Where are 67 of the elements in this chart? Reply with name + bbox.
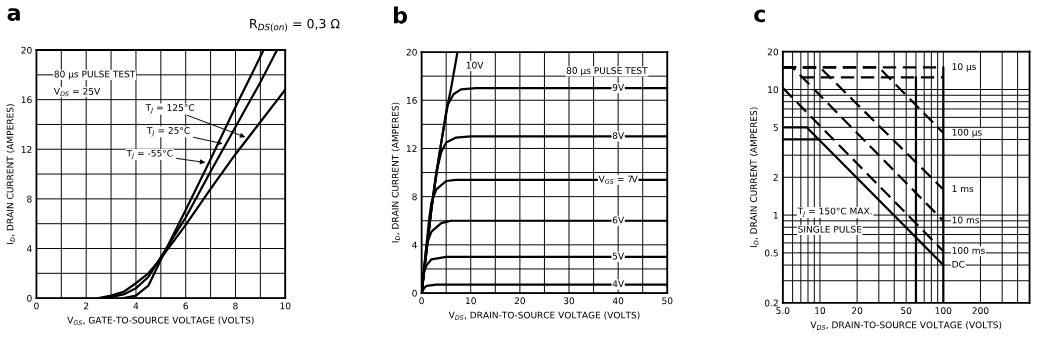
text: R$_{DS(on)}$ = 0,3 Ω <box>250 18 340 32</box>
series-label: V$_{GS}$ = 7V <box>598 175 638 184</box>
x-tick-label: 10 <box>465 297 476 305</box>
chart-title: a <box>7 8 20 21</box>
y-tick-label: 5 <box>773 124 778 131</box>
series-label: 8V <box>612 132 625 140</box>
x-tick-label: 40 <box>612 297 624 305</box>
series-label: 10 µs <box>952 63 977 72</box>
series-label: 1 ms <box>952 185 974 193</box>
x-axis-title: V$_{DS}$, DRAIN-TO-SOURCE VOLTAGE (VOLTS) <box>810 321 1002 330</box>
x-tick-label: 30 <box>563 297 575 305</box>
y-tick-label: 1 <box>773 211 778 219</box>
x-tick-label: 50 <box>901 307 912 314</box>
y-tick-label: 10 <box>768 86 779 94</box>
x-tick-label: 100 <box>935 307 952 314</box>
y-tick-label: 0.2 <box>764 299 778 307</box>
annotation: 80 µs PULSE TEST <box>566 67 648 76</box>
series-label: 100 ms <box>952 247 985 254</box>
y-tick-label: 16 <box>21 96 32 104</box>
y-tick-label: 2 <box>773 174 778 181</box>
series-label: 9V <box>612 83 625 91</box>
y-tick-label: 4 <box>26 245 32 252</box>
y-tick-label: 4 <box>412 241 417 249</box>
y-tick-label: 12 <box>21 145 32 153</box>
y-tick-label: 0 <box>412 289 417 297</box>
annotation: T$_{J}$ = -55°C <box>126 149 173 160</box>
annotation: V$_{DS}$ = 25V <box>53 87 101 97</box>
x-tick-label: 0 <box>419 297 424 305</box>
x-tick-label: 10 <box>815 307 826 314</box>
annotation: T$_{J}$ = 150°C MAX. <box>797 207 872 218</box>
x-tick-label: 200 <box>972 307 989 314</box>
x-tick-label: 4 <box>133 302 139 310</box>
x-axis-title: V$_{GS}$, GATE-TO-SOURCE VOLTAGE (VOLTS) <box>67 316 254 325</box>
x-tick-label: 20 <box>852 307 863 314</box>
y-axis-title: I$_{D}$, DRAIN CURRENT (AMPERES) <box>391 102 400 243</box>
y-tick-label: 20 <box>21 46 32 54</box>
annotation: 80 µs PULSE TEST <box>54 70 136 80</box>
series-label: 4V <box>612 280 625 288</box>
x-tick-label: 20 <box>514 297 526 305</box>
y-axis-title: I$_{D}$, DRAIN CURRENT (AMPERES) <box>6 104 15 244</box>
y-tick-label: 16 <box>406 96 417 104</box>
y-tick-label: 20 <box>767 48 779 56</box>
x-tick-label: 10 <box>280 302 291 310</box>
annotation: T$_{J}$ = 25°C <box>146 127 190 137</box>
x-tick-label: 6 <box>183 302 189 310</box>
series-label: 10 ms <box>952 216 980 224</box>
y-tick-label: 0.5 <box>764 249 778 257</box>
x-tick-label: 2 <box>83 302 89 310</box>
x-tick-label: 0 <box>34 302 39 310</box>
x-tick-label: 8 <box>233 302 238 310</box>
annotation: SINGLE PULSE <box>798 225 862 233</box>
y-tick-label: 8 <box>27 195 32 203</box>
y-tick-label: 12 <box>406 145 417 152</box>
series-label: 6V <box>612 216 625 224</box>
x-axis-title: V$_{DS}$, DRAIN-TO-SOURCE VOLTAGE (VOLTS) <box>448 311 640 320</box>
y-tick-label: 20 <box>406 48 417 56</box>
x-tick-label: 5.0 <box>776 307 790 314</box>
y-axis-title: I$_{D}$, DRAIN CURRENT (AMPERES) <box>750 107 759 248</box>
annotation: T$_{J}$ = 125°C <box>145 104 195 114</box>
series-label: 10V <box>466 61 484 69</box>
x-tick-label: 50 <box>662 297 673 305</box>
series-label: DC <box>952 260 965 268</box>
chart-title: c <box>754 9 765 23</box>
series-label: 100 µs <box>952 128 982 138</box>
y-tick-label: 8 <box>412 193 417 201</box>
chart-title: b <box>393 6 408 24</box>
series-label: 5V <box>612 252 625 260</box>
